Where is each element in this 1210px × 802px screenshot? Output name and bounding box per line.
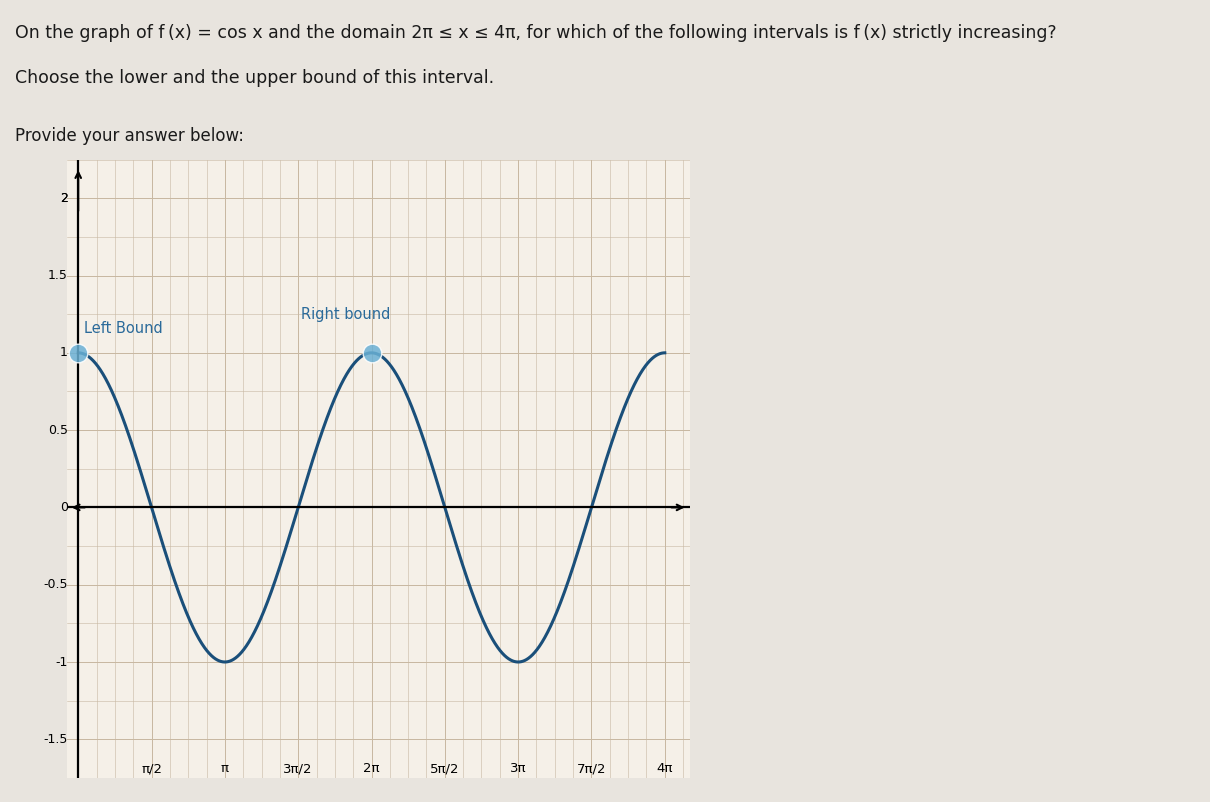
- Text: 1: 1: [60, 346, 68, 359]
- Text: 0.5: 0.5: [48, 423, 68, 436]
- Text: 2: 2: [60, 192, 68, 205]
- Text: π: π: [221, 763, 229, 776]
- Text: 2: 2: [60, 192, 68, 205]
- Text: 7π/2: 7π/2: [577, 763, 606, 776]
- Point: [362, 346, 381, 359]
- Text: Right bound: Right bound: [301, 307, 391, 322]
- Text: 3π: 3π: [509, 763, 526, 776]
- Text: Provide your answer below:: Provide your answer below:: [15, 127, 243, 144]
- Text: On the graph of f (x) = cos x and the domain 2π ≤ x ≤ 4π, for which of the follo: On the graph of f (x) = cos x and the do…: [15, 24, 1056, 42]
- Text: -1: -1: [56, 655, 68, 669]
- Text: Choose the lower and the upper bound of this interval.: Choose the lower and the upper bound of …: [15, 69, 494, 87]
- Text: 4π: 4π: [657, 763, 673, 776]
- Text: 1.5: 1.5: [48, 269, 68, 282]
- Text: 2π: 2π: [363, 763, 380, 776]
- Text: 0: 0: [60, 501, 68, 514]
- Text: 5π/2: 5π/2: [430, 763, 460, 776]
- Text: -0.5: -0.5: [44, 578, 68, 591]
- Point: [69, 346, 88, 359]
- Text: 3π/2: 3π/2: [283, 763, 313, 776]
- Text: -1.5: -1.5: [44, 733, 68, 746]
- Text: Left Bound: Left Bound: [83, 321, 162, 336]
- Text: π/2: π/2: [142, 763, 162, 776]
